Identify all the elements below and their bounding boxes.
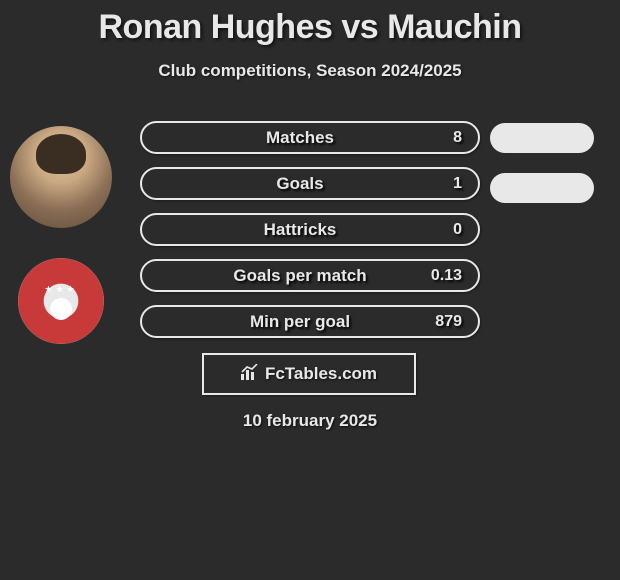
player2-avatar — [18, 258, 104, 344]
pill — [490, 173, 594, 203]
stat-label: Matches — [132, 128, 468, 148]
stat-value: 1 — [453, 175, 462, 193]
stat-bar: Min per goal 879 — [140, 305, 480, 338]
subtitle: Club competitions, Season 2024/2025 — [0, 61, 620, 81]
brand-label: FcTables.com — [265, 364, 377, 384]
stat-value: 0 — [453, 221, 462, 239]
stat-label: Min per goal — [132, 312, 468, 332]
stat-value: 8 — [453, 129, 462, 147]
comparison-pills — [490, 123, 594, 203]
stats-bars: Matches 8 Goals 1 Hattricks 0 Goals per … — [140, 121, 480, 338]
stat-bar: Hattricks 0 — [140, 213, 480, 246]
avatar-column — [10, 126, 112, 344]
pill — [490, 123, 594, 153]
brand-chart-icon — [241, 364, 259, 385]
stat-bar: Goals per match 0.13 — [140, 259, 480, 292]
stat-value: 879 — [435, 313, 462, 331]
stat-bar: Goals 1 — [140, 167, 480, 200]
stat-label: Hattricks — [132, 220, 468, 240]
stat-label: Goals per match — [132, 266, 468, 286]
stat-value: 0.13 — [431, 267, 462, 285]
page-title: Ronan Hughes vs Mauchin — [0, 0, 620, 47]
date-label: 10 february 2025 — [0, 411, 620, 431]
player1-avatar — [10, 126, 112, 228]
brand-box: FcTables.com — [202, 353, 416, 395]
stat-label: Goals — [132, 174, 468, 194]
stat-bar: Matches 8 — [140, 121, 480, 154]
